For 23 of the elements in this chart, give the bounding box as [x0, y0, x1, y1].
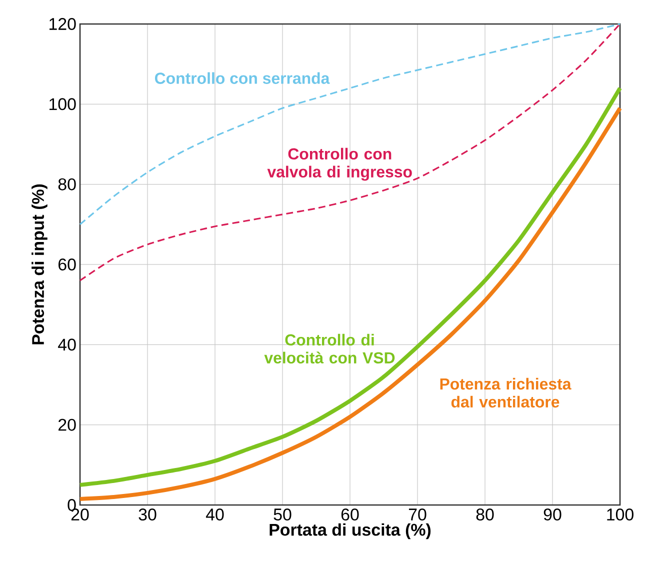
x-tick-label: 40: [206, 508, 224, 521]
series-label: Controllo con serranda: [154, 72, 330, 84]
x-tick-label: 20: [71, 508, 89, 521]
x-tick-label: 80: [476, 508, 494, 521]
x-tick-label: 70: [408, 508, 426, 521]
series-label: Potenza richiesta dal ventilatore: [440, 378, 572, 408]
y-tick-label: 120: [50, 18, 76, 30]
x-tick-label: 30: [138, 508, 156, 521]
x-tick-label: 50: [274, 508, 292, 521]
y-tick-label: 80: [58, 178, 76, 190]
line-series: [79, 23, 621, 282]
series-label: Controllo di velocità con VSD: [264, 334, 395, 364]
x-axis-title: Portata di uscita (%): [270, 523, 431, 540]
y-tick-label: 20: [58, 418, 76, 431]
x-tick-label: 60: [341, 508, 359, 521]
y-axis-title: Potenza di input (%): [32, 184, 48, 344]
x-tick-label: 100: [607, 508, 634, 521]
x-tick-label: 90: [544, 508, 562, 521]
line-series: [79, 23, 621, 226]
y-tick-label: 40: [58, 338, 76, 351]
series-label: Controllo con valvola di ingresso: [267, 148, 412, 181]
y-tick-label: 100: [50, 98, 76, 110]
y-tick-label: 60: [58, 258, 76, 270]
